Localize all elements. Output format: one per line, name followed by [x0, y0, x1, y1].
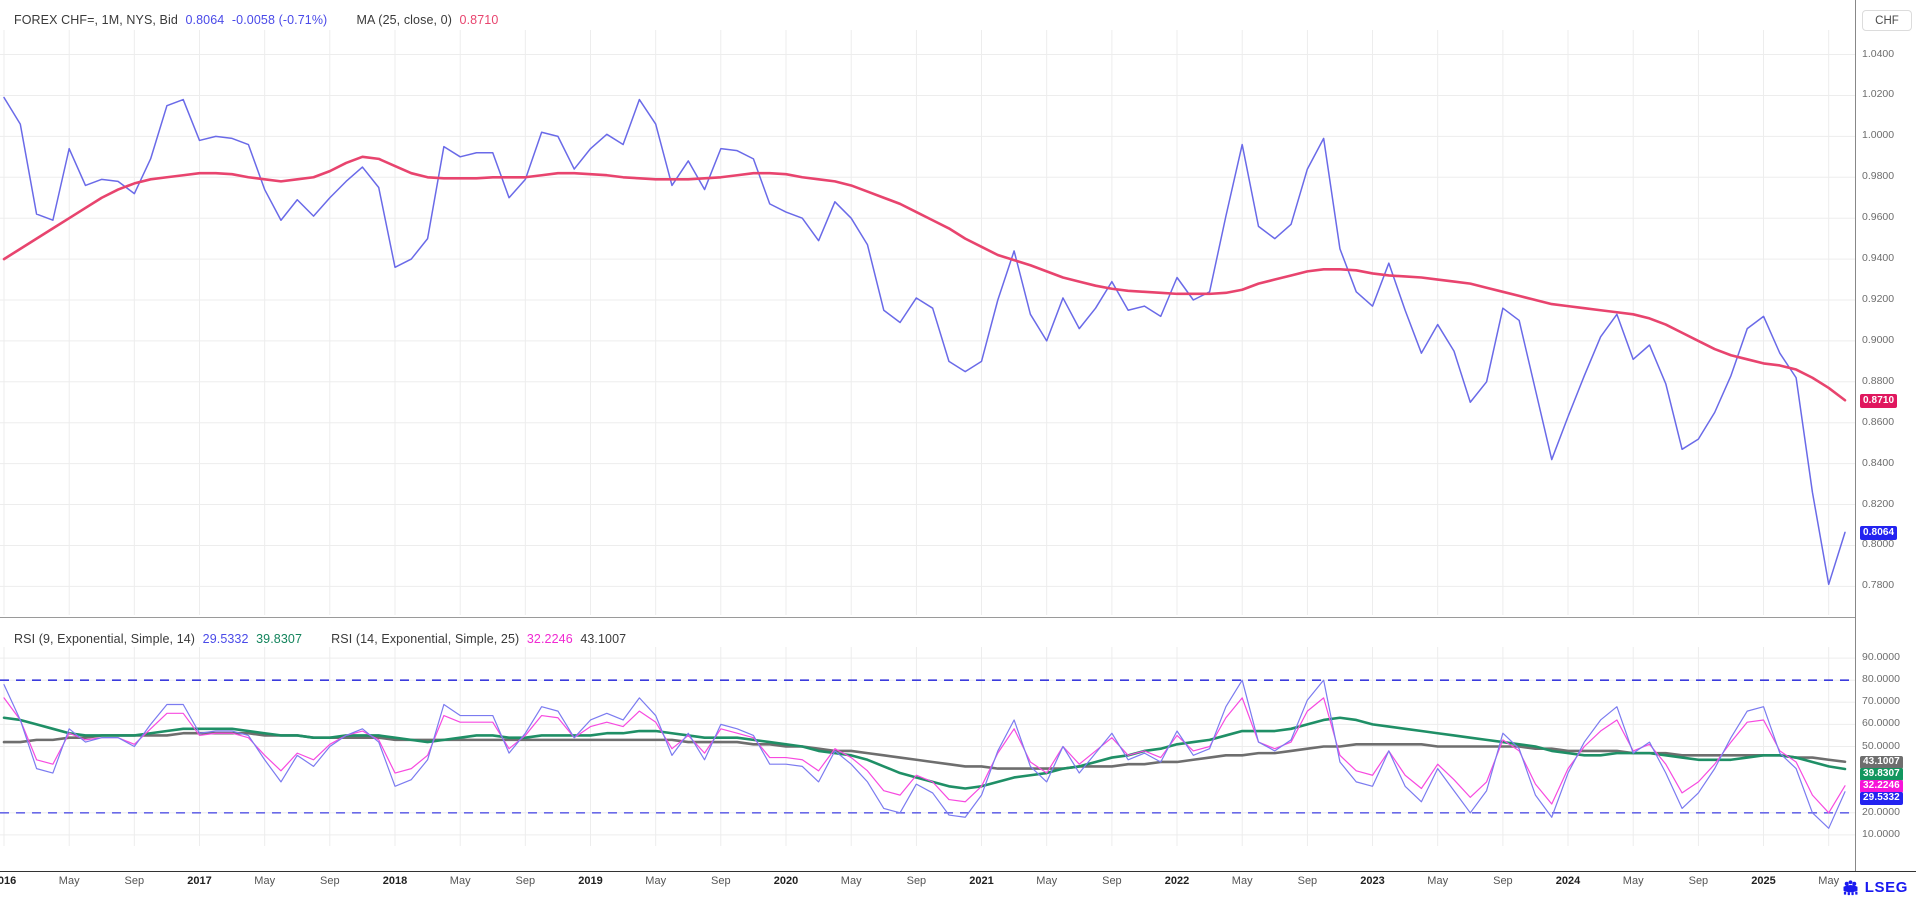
rsi-gridlines: [0, 647, 1855, 846]
instrument-label[interactable]: FOREX CHF=, 1M, NYS, Bid: [14, 13, 178, 27]
rsi14-badge: 32.2246: [1860, 779, 1903, 794]
bottom-rule: [0, 871, 1916, 872]
x-axis-month-tick: Sep: [1493, 875, 1513, 887]
price-axis-tick: 0.9200: [1862, 293, 1895, 305]
x-axis-year-tick: 2022: [1164, 875, 1190, 887]
rsi-legend: RSI (9, Exponential, Simple, 14) 29.5332…: [14, 632, 630, 646]
rsi14-avg-value: 43.1007: [580, 632, 627, 646]
price-axis-tick: 0.8600: [1862, 415, 1895, 428]
rsi-axis-tick: 90.0000: [1862, 651, 1900, 664]
lseg-logo[interactable]: LSEG: [1841, 879, 1908, 896]
price-gridlines: [0, 30, 1855, 615]
rsi14-line: [3, 697, 1846, 814]
price-axis-tick: 0.9000: [1862, 333, 1895, 346]
rsi14-label[interactable]: RSI (14, Exponential, Simple, 25): [331, 632, 520, 646]
price-axis-column[interactable]: CHF 1.0400 1.0200 1.0000 0.9800 0.9600 0.9400…: [1855, 0, 1916, 872]
x-axis-month-tick: May: [449, 875, 471, 887]
rsi9-line: [3, 679, 1846, 829]
price-axis-tick: 0.9400: [1862, 252, 1895, 265]
rsi9-avg-value: 39.8307: [256, 632, 302, 646]
x-axis-month-tick: Sep: [1688, 875, 1709, 887]
x-axis-month-tick: Sep: [515, 875, 536, 887]
x-axis-year-tick: 2025: [1751, 875, 1776, 887]
x-axis-year-tick: 2019: [578, 875, 603, 887]
x-axis-month-tick: May: [58, 875, 80, 887]
x-axis-year-tick: 2017: [187, 875, 212, 887]
x-axis-month-tick: Sep: [906, 875, 927, 887]
price-axis-tick: 0.7800: [1862, 579, 1895, 592]
x-axis-year-tick: 2021: [969, 875, 994, 887]
price-line: [3, 96, 1846, 586]
rsi9-badge: 29.5332: [1860, 791, 1903, 806]
rsi9-value: 29.5332: [202, 632, 249, 646]
rsi-axis-tick: 80.0000: [1862, 673, 1900, 686]
price-axis-tick: 1.0000: [1862, 129, 1895, 142]
x-axis-month-tick: May: [1818, 875, 1840, 887]
price-axis-tick: 1.0400: [1862, 47, 1895, 60]
price-change-value: -0.0058 (-0.71%): [231, 13, 328, 27]
rsi-chart-panel[interactable]: [0, 647, 1855, 846]
price-axis-tick: 0.9800: [1862, 170, 1895, 183]
rsi-axis-tick: 60.0000: [1862, 717, 1900, 730]
rsi9-label[interactable]: RSI (9, Exponential, Simple, 14): [14, 632, 196, 646]
x-axis-year-tick: 2018: [382, 875, 408, 887]
lseg-lion-icon: [1843, 880, 1858, 896]
rsi14-value: 32.2246: [526, 632, 573, 646]
rsi9-average-line: [2, 716, 1847, 790]
rsi-axis-tick: 10.0000: [1862, 827, 1900, 840]
x-axis-month-tick: May: [1622, 875, 1644, 887]
rsi14-average-line: [2, 731, 1847, 770]
x-axis-month-tick: May: [1427, 875, 1449, 887]
lseg-wordmark: LSEG: [1864, 879, 1908, 896]
price-axis-tick: 1.0200: [1862, 88, 1895, 101]
x-axis-month-tick: Sep: [124, 875, 145, 887]
currency-chip[interactable]: CHF: [1862, 10, 1912, 31]
x-axis-month-tick: Sep: [320, 875, 340, 887]
x-axis-month-tick: Sep: [1102, 875, 1122, 887]
rsi-axis-tick: 20.0000: [1862, 805, 1900, 818]
ma-indicator-value: 0.8710: [459, 13, 499, 27]
panel-divider: [0, 617, 1916, 618]
rsi-plot-area[interactable]: [0, 647, 1855, 846]
price-axis-tick: 0.8200: [1862, 497, 1895, 510]
ma-badge: 0.8710: [1860, 394, 1898, 408]
x-axis-year-tick: 2020: [773, 875, 799, 887]
price-axis-tick: 0.8000: [1862, 538, 1895, 551]
rsi14-avg-badge: 43.1007: [1860, 755, 1903, 770]
x-axis-year-tick: 2023: [1360, 875, 1385, 887]
price-legend: FOREX CHF=, 1M, NYS, Bid 0.8064 -0.0058 …: [14, 13, 502, 27]
ma-indicator-label[interactable]: MA (25, close, 0): [356, 13, 452, 27]
x-axis-month-tick: May: [1231, 875, 1253, 887]
x-axis-year-tick: 2024: [1555, 875, 1581, 887]
price-chart-panel[interactable]: [0, 30, 1855, 615]
rsi-axis-tick: 50.0000: [1862, 739, 1900, 752]
price-plot-area[interactable]: [0, 30, 1855, 615]
rsi-axis-tick: 70.0000: [1862, 695, 1900, 708]
x-axis-month-tick: May: [1036, 875, 1058, 887]
x-axis-month-tick: Sep: [711, 875, 731, 887]
last-badge: 0.8064: [1860, 526, 1898, 540]
x-axis-month-tick: Sep: [1297, 875, 1318, 887]
last-price-value: 0.8064: [185, 13, 225, 27]
rsi9-avg-badge: 39.8307: [1860, 767, 1903, 782]
x-axis-month-tick: May: [645, 875, 667, 887]
x-axis-month-tick: May: [840, 875, 862, 887]
price-axis-tick: 0.9600: [1862, 211, 1895, 224]
x-axis-month-tick: May: [254, 875, 276, 887]
ma-line: [2, 155, 1847, 402]
price-axis-tick: 0.8800: [1862, 374, 1895, 387]
price-axis-tick: 0.8400: [1862, 456, 1895, 469]
